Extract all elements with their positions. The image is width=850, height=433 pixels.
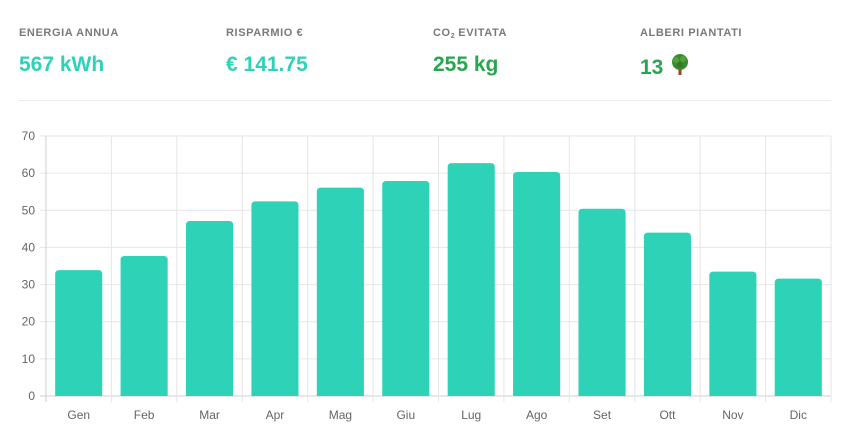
stat-savings-value: € 141.75: [226, 53, 308, 76]
stat-co2-label-sub: 2: [450, 33, 455, 40]
stat-trees-number: 13: [640, 56, 664, 79]
x-tick-label: Set: [593, 408, 612, 422]
stats-row: ENERGIA ANNUA 567 kWh RISPARMIO € € 141.…: [19, 0, 831, 101]
chart-axes: 0 10 20 30 40 50 60 70 Gen Feb Mar Apr Mag Giu Lug Ago S…: [22, 129, 807, 422]
tree-icon: [669, 53, 691, 83]
y-tick-label: 70: [22, 129, 36, 143]
stat-savings-label: RISPARMIO €: [226, 27, 304, 39]
bar-mag[interactable]: [316, 187, 364, 396]
stat-co2-label-pre: CO: [433, 27, 451, 39]
bar-set[interactable]: [578, 208, 626, 396]
y-tick-label: 60: [22, 166, 36, 180]
stat-energy-value: 567 kWh: [19, 53, 105, 76]
y-tick-label: 40: [22, 240, 36, 254]
x-tick-label: Giu: [396, 408, 415, 422]
x-tick-label: Ott: [659, 408, 676, 422]
stat-trees-value: 13: [640, 53, 691, 83]
x-tick-label: Gen: [67, 408, 90, 422]
x-tick-label: Nov: [722, 408, 743, 422]
bar-ago[interactable]: [513, 172, 561, 396]
x-tick-label: Mag: [329, 408, 352, 422]
y-tick-label: 10: [22, 352, 36, 366]
bar-apr[interactable]: [251, 201, 299, 396]
x-tick-label: Feb: [134, 408, 155, 422]
y-tick-label: 30: [22, 278, 36, 292]
monthly-energy-bar-chart: 0 10 20 30 40 50 60 70 Gen Feb Mar Apr Mag Giu Lug Ago S…: [22, 129, 832, 422]
x-tick-label: Dic: [790, 408, 807, 422]
bar-ott[interactable]: [643, 232, 692, 396]
bar-giu[interactable]: [382, 180, 430, 396]
x-tick-label: Mar: [199, 408, 220, 422]
bar-lug[interactable]: [447, 163, 495, 396]
x-tick-label: Ago: [526, 408, 548, 422]
bar-dic[interactable]: [774, 278, 822, 396]
y-tick-label: 20: [22, 315, 36, 329]
x-tick-label: Lug: [461, 408, 481, 422]
x-tick-label: Apr: [266, 408, 285, 422]
stat-co2-label: CO2 EVITATA: [433, 27, 507, 40]
bar-feb[interactable]: [120, 255, 168, 396]
y-tick-label: 50: [22, 203, 36, 217]
y-tick-label: 0: [28, 389, 35, 403]
chart-grid: [40, 135, 832, 402]
stat-trees-label: ALBERI PIANTATI: [640, 27, 743, 39]
stat-co2-label-post: EVITATA: [454, 27, 508, 39]
stat-energy-label: ENERGIA ANNUA: [19, 27, 119, 39]
stat-co2-value: 255 kg: [433, 53, 499, 76]
bar-gen[interactable]: [55, 270, 103, 396]
bar-mar[interactable]: [185, 221, 234, 396]
chart-bars: [55, 163, 822, 396]
bar-nov[interactable]: [709, 271, 757, 396]
